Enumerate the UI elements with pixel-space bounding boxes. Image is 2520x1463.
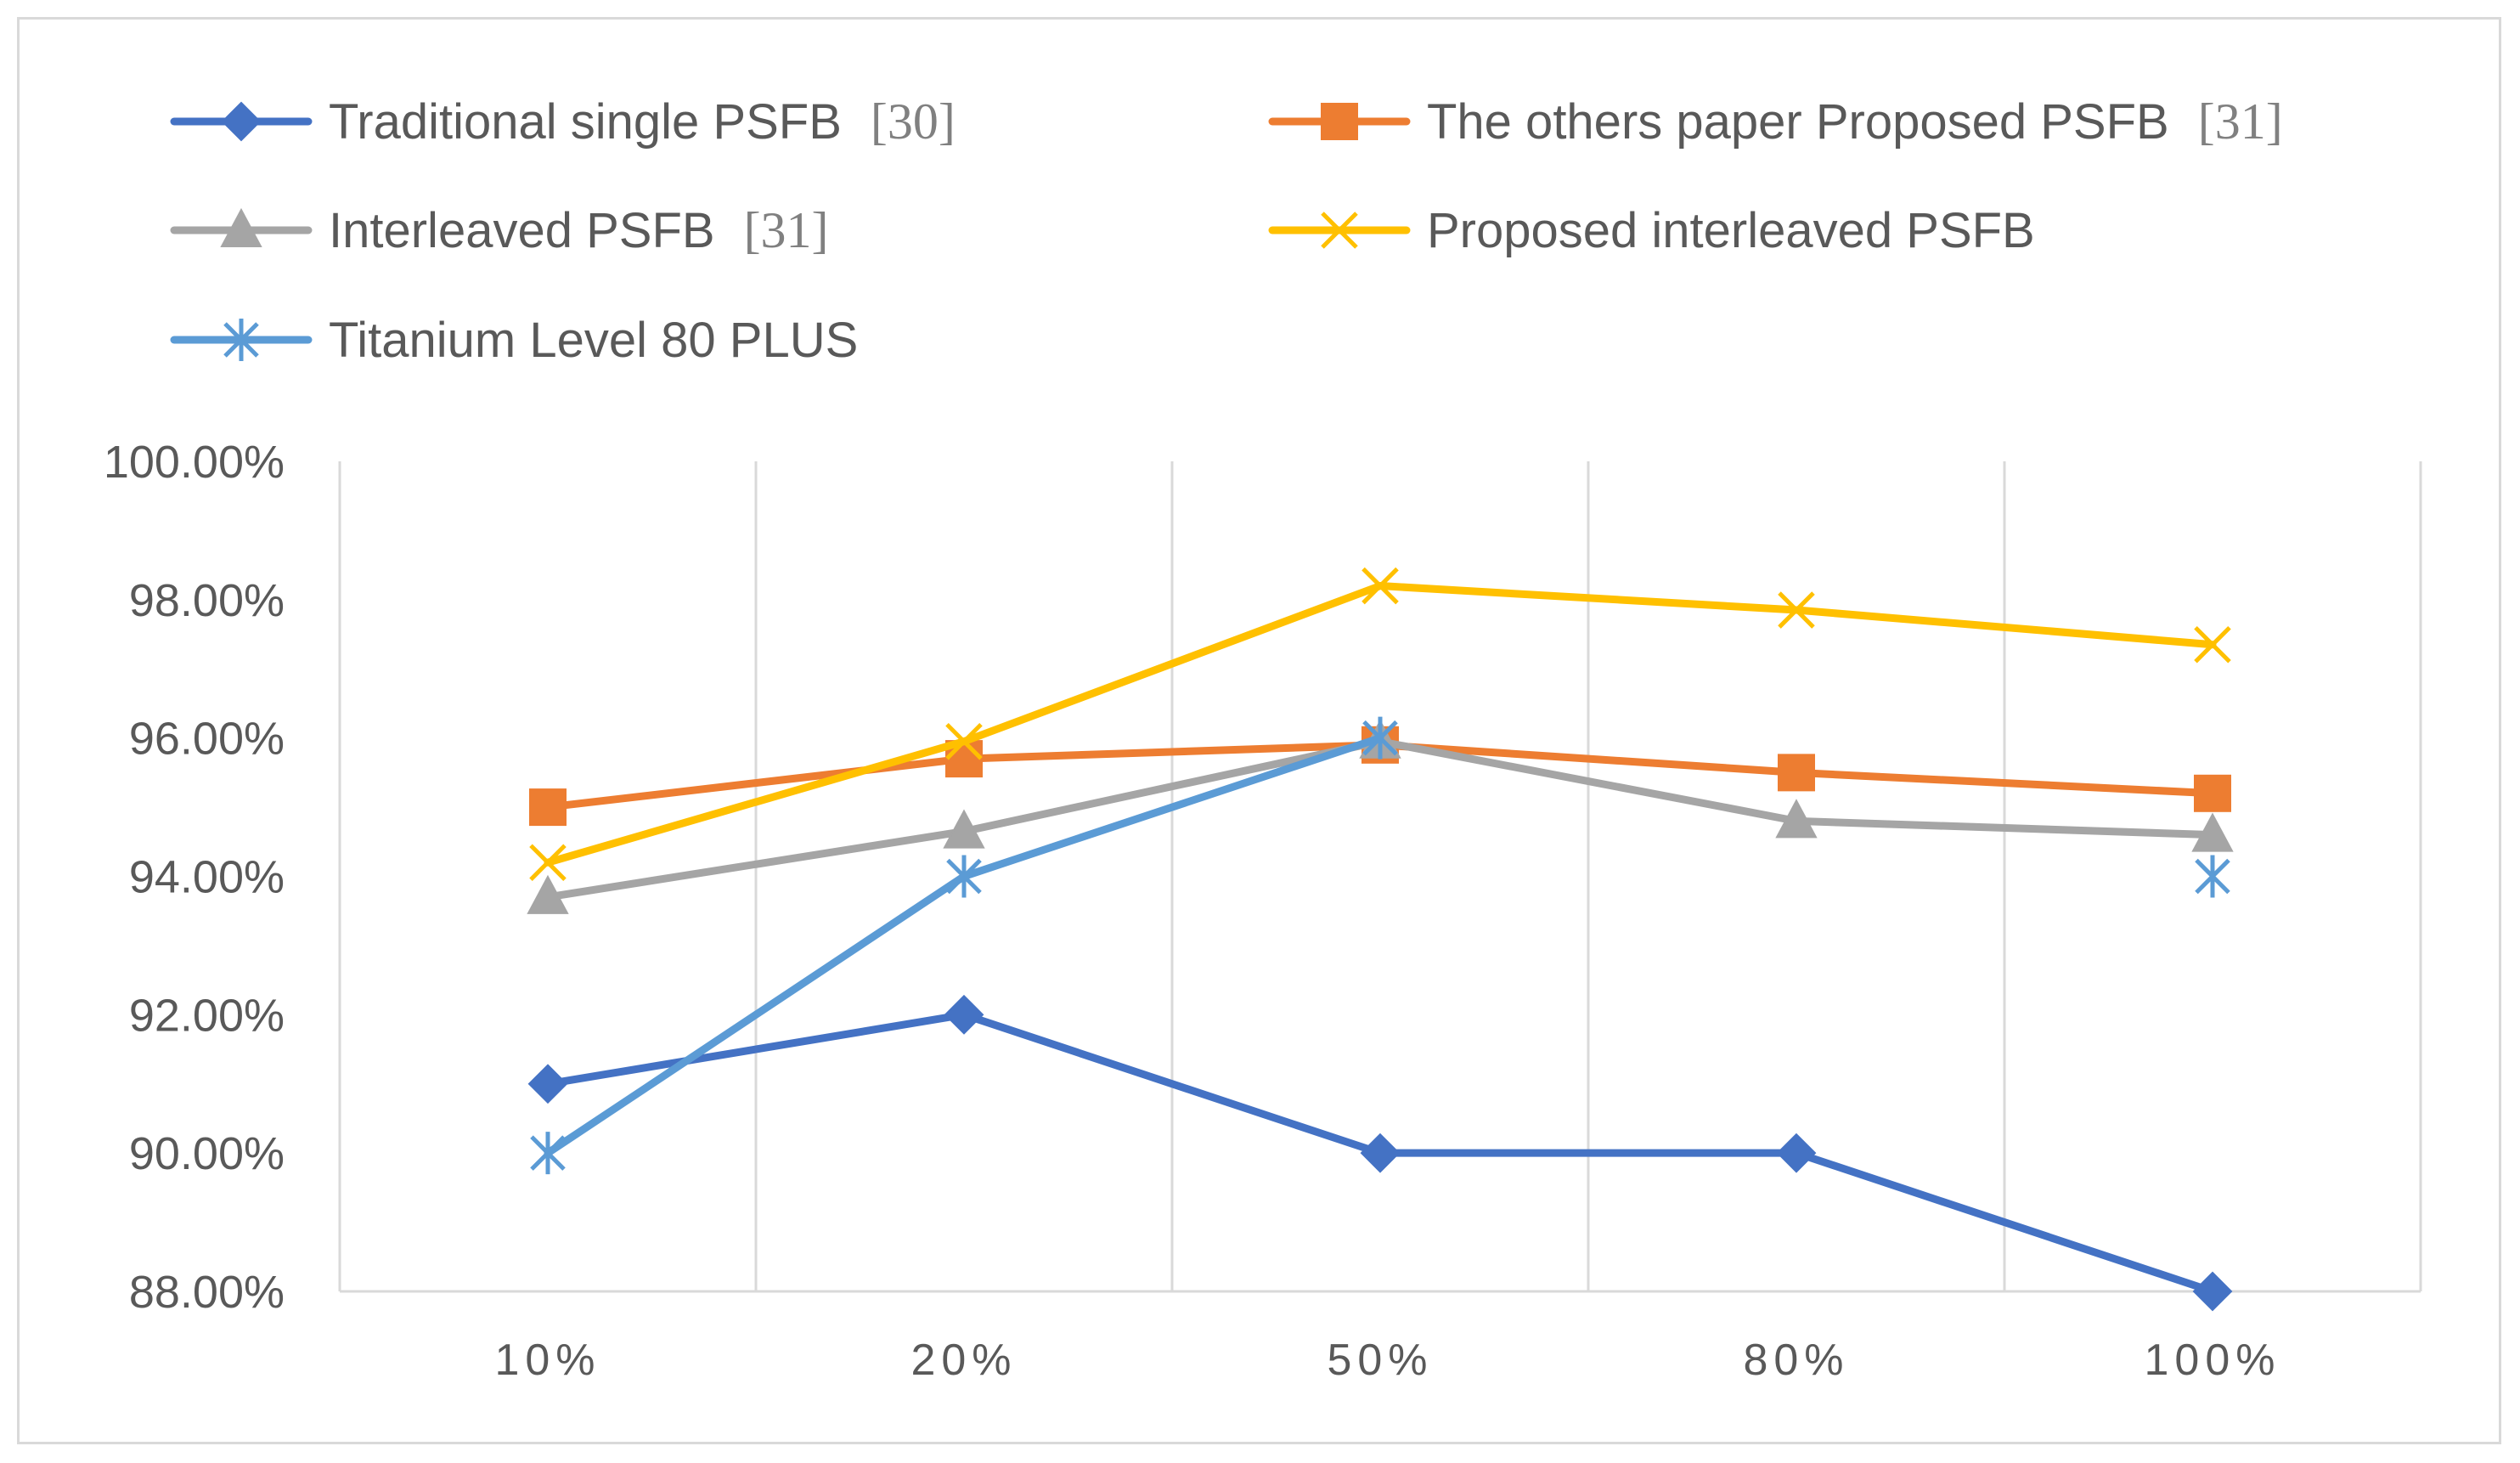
legend-entry: The others paper Proposed PSFB [31] (1268, 93, 2283, 150)
axes: 88.00% 90.00% 92.00% 94.00% 96.00% 98.00% 100.… (104, 437, 2421, 1385)
legend-reference: [31] (744, 202, 829, 258)
data-point (1362, 716, 1398, 760)
data-point (943, 809, 985, 849)
data-point (529, 788, 567, 827)
y-tick-label: 94.00% (129, 852, 285, 903)
legend-marker (1321, 103, 1358, 140)
series-1 (527, 994, 2233, 1312)
y-tick-label: 100.00% (104, 437, 285, 488)
legend-entry: Interleaved PSFB [31] (170, 202, 829, 258)
legend-label: Titanium Level 80 PLUS (329, 313, 858, 368)
legend-marker (1321, 212, 1358, 249)
legend-entry: Titanium Level 80 PLUS (170, 313, 858, 368)
x-tick-label: 80% (1743, 1336, 1849, 1385)
series-4 (529, 567, 2231, 881)
y-tick-label: 90.00% (129, 1128, 285, 1179)
legend-label: Proposed interleaved PSFB (1427, 203, 2035, 258)
series-line (544, 737, 2217, 901)
legend-entry: Proposed interleaved PSFB (1268, 203, 2035, 258)
y-tick-label: 98.00% (129, 575, 285, 626)
series-layer (527, 567, 2234, 1312)
legend-label: Traditional single PSFB (329, 94, 842, 150)
data-point (1776, 1133, 1817, 1173)
data-point (946, 855, 982, 898)
data-point (2191, 812, 2234, 852)
data-point (2194, 625, 2231, 664)
legend-reference: [30] (871, 93, 956, 150)
gridlines (338, 461, 2422, 1291)
data-point (1775, 799, 1818, 839)
chart-frame (17, 17, 2501, 1444)
data-point (527, 874, 569, 914)
data-point (944, 994, 984, 1035)
x-tick-label: 20% (910, 1336, 1017, 1385)
data-point (1778, 754, 1815, 792)
x-tick-label: 100% (2145, 1336, 2281, 1385)
data-point (530, 1132, 566, 1175)
data-point (1360, 1133, 1401, 1173)
legend-entry: Traditional single PSFB [30] (170, 93, 956, 150)
series-line (544, 734, 1384, 1157)
data-point (2194, 774, 2231, 812)
x-tick-label: 50% (1327, 1336, 1433, 1385)
legend-label: Interleaved PSFB (329, 203, 715, 258)
legend-marker (221, 101, 262, 142)
legend-marker (220, 207, 262, 247)
legend-label: The others paper Proposed PSFB (1427, 94, 2169, 150)
legend-reference: [31] (2198, 93, 2283, 150)
data-point (945, 722, 983, 760)
data-point (1778, 591, 1815, 629)
series-5 (530, 716, 2230, 1175)
y-tick-label: 88.00% (129, 1267, 285, 1318)
y-tick-label: 96.00% (129, 714, 285, 765)
x-tick-label: 10% (494, 1336, 600, 1385)
data-point (1361, 567, 1399, 605)
y-tick-label: 92.00% (129, 990, 285, 1041)
data-point (2192, 1271, 2233, 1312)
legend-marker (223, 319, 259, 361)
data-point (2195, 855, 2230, 898)
legend: Traditional single PSFB [30] The others pa… (170, 93, 2283, 368)
data-point (527, 1064, 568, 1104)
data-point (529, 844, 567, 881)
